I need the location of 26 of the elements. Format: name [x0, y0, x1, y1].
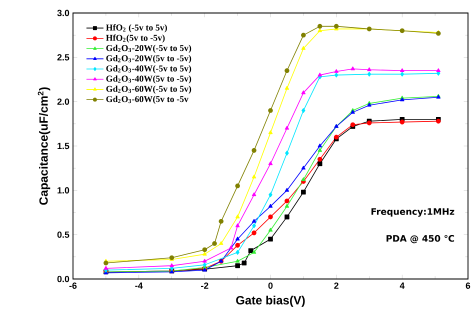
legend-label: Gd$_{2}$O$_{3}$-60W(-5v to 5v) [106, 86, 192, 94]
x-tick-label: 4 [400, 282, 405, 289]
legend-label: Gd$_{2}$O$_{3}$-20W(-5v to 5v) [106, 44, 192, 53]
annotation: PDA @ 450 ℃ [386, 234, 454, 244]
x-tick-label: 2 [334, 282, 338, 289]
legend-label: Gd$_{2}$O$_{3}$-40W(5v to -5v) [106, 75, 192, 84]
legend-label: Gd$_{2}$O$_{3}$-40W(-5v to 5v) [106, 65, 192, 74]
x-axis-title: Gate bias(V) [236, 296, 305, 307]
x-tick-label: 6 [466, 282, 470, 289]
x-tick-label: -2 [201, 282, 208, 289]
y-tick-label: 3.0 [57, 10, 70, 16]
legend-label: Gd$_{2}$O$_{3}$-60W(5v to -5v [106, 96, 189, 104]
legend-label: Gd$_{2}$O$_{3}$-20W(5v to -5v) [106, 54, 192, 64]
legend-label: HfO$_{2}$(5v to -5v) [106, 34, 165, 43]
x-tick-label: -4 [135, 282, 143, 289]
x-tick-label: 0 [268, 282, 273, 289]
y-tick-label: 2.5 [57, 54, 70, 61]
y-tick-label: 0.5 [57, 231, 70, 238]
y-tick-label: 0.0 [57, 276, 70, 282]
x-tick-label: -6 [69, 282, 77, 289]
y-tick-label: 1.5 [58, 142, 70, 150]
y-axis-title: Capacitance(uF/cm$^{2}$) [38, 87, 50, 205]
y-tick-label: 2.0 [57, 98, 70, 105]
annotation: Frequency:1MHz [371, 208, 454, 217]
y-tick-label: 1.0 [58, 187, 70, 194]
legend-label: HfO$_{2}$ (-5v to 5v) [106, 24, 167, 32]
